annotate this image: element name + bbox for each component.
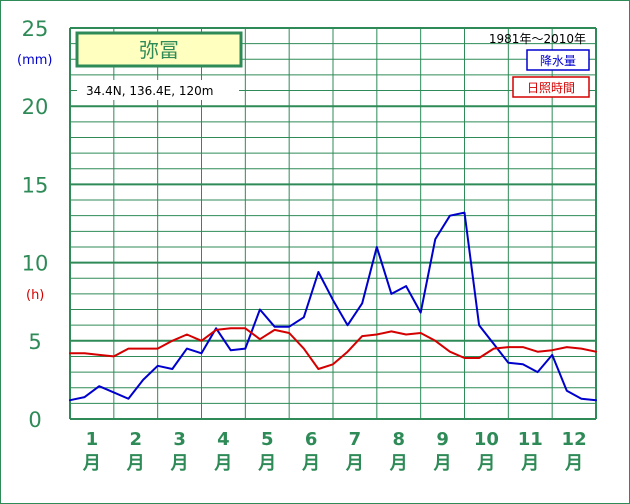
- period-label: 1981年〜2010年: [489, 32, 586, 46]
- x-tick-label-unit: 月: [301, 453, 320, 474]
- x-tick-label-unit: 月: [564, 453, 583, 474]
- y-tick-label: 15: [22, 173, 49, 197]
- y-tick-label: 10: [22, 252, 49, 276]
- x-tick-label: 10: [474, 429, 499, 450]
- y-unit-precipitation: (mm): [17, 53, 52, 68]
- y-tick-label: 25: [22, 17, 49, 41]
- y-tick-labels: 0 5 10 15 20 25: [22, 17, 49, 432]
- x-tick-label-unit: 月: [345, 453, 364, 474]
- x-tick-label: 11: [518, 429, 543, 450]
- x-tick-label: 12: [562, 429, 587, 450]
- x-tick-label: 7: [349, 429, 362, 450]
- grid: [69, 27, 597, 420]
- y-tick-label: 20: [22, 95, 49, 119]
- station-location: 34.4N, 136.4E, 120m: [86, 84, 213, 98]
- x-tick-label: 8: [392, 429, 405, 450]
- x-tick-label: 1: [86, 429, 99, 450]
- location-box: [77, 80, 239, 100]
- x-tick-label-unit: 月: [257, 453, 276, 474]
- y-tick-label: 5: [28, 330, 41, 354]
- legend-precipitation-box: [526, 49, 590, 71]
- x-tick-label-unit: 月: [126, 453, 145, 474]
- x-tick-label-unit: 月: [213, 453, 232, 474]
- station-name-box: [75, 31, 243, 68]
- x-tick-label: 2: [129, 429, 142, 450]
- x-tick-label: 4: [217, 429, 230, 450]
- x-tick-label: 9: [436, 429, 449, 450]
- x-tick-label-unit: 月: [82, 453, 101, 474]
- legend-precipitation: 降水量: [540, 54, 576, 68]
- x-tick-label-unit: 月: [170, 453, 189, 474]
- series-layer: [69, 211, 597, 402]
- series-line-sunshine: [69, 327, 597, 370]
- x-tick-label: 5: [261, 429, 274, 450]
- x-tick-label: 3: [173, 429, 186, 450]
- x-tick-label-unit: 月: [389, 453, 408, 474]
- x-tick-label-unit: 月: [520, 453, 539, 474]
- series-line-precipitation: [69, 211, 597, 402]
- x-tick-label-unit: 月: [476, 453, 495, 474]
- x-tick-label-unit: 月: [433, 453, 452, 474]
- x-tick-labels: 1 月 2 月 3 月 4 月 5 月 6 月 7 月 8 月 9 月 10 月 11 月 12 月: [82, 429, 587, 474]
- legend-sunshine: 日照時間: [527, 81, 575, 95]
- y-unit-sunshine: (h): [26, 288, 44, 303]
- station-name: 弥冨: [139, 38, 179, 62]
- y-tick-label: 0: [28, 408, 41, 432]
- x-tick-label: 6: [305, 429, 318, 450]
- legend-sunshine-box: [512, 76, 590, 98]
